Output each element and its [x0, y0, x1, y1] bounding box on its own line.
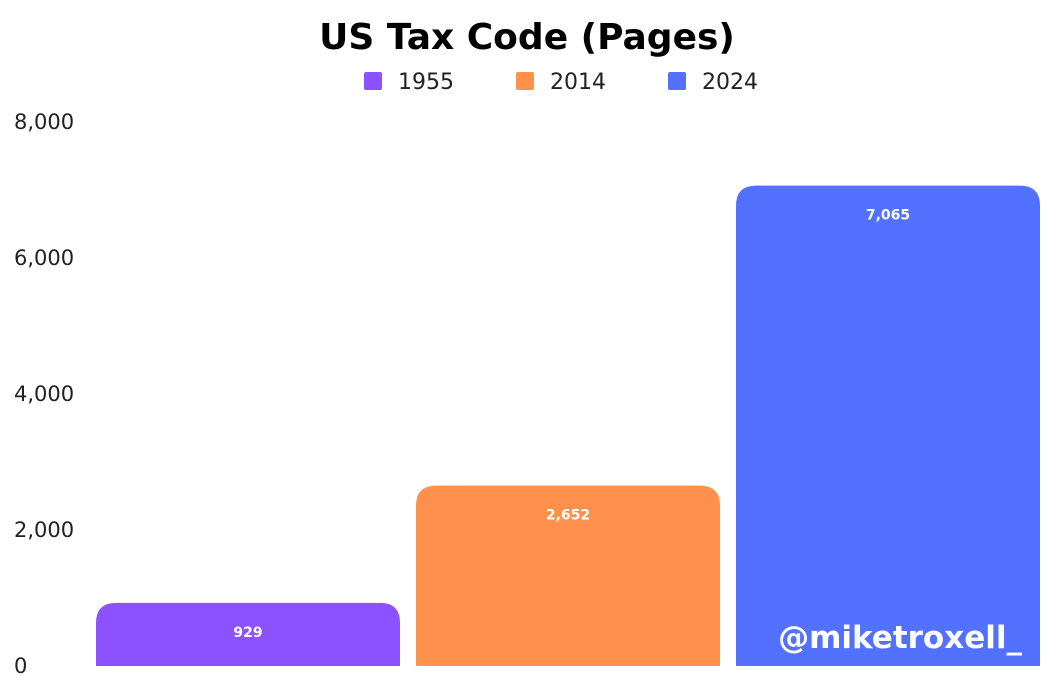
data-label-1955: 929 — [233, 625, 262, 641]
data-label-2024: 7,065 — [866, 208, 910, 224]
bar-2024 — [736, 185, 1040, 666]
legend-item-1955: 1955 — [364, 70, 454, 95]
legend-swatch — [516, 72, 534, 90]
y-tick-label: 8,000 — [14, 110, 74, 134]
legend-label: 2024 — [702, 70, 758, 95]
chart-title: US Tax Code (Pages) — [319, 17, 735, 58]
bars — [96, 185, 1040, 666]
y-axis: 0 2,000 4,000 6,000 8,000 — [14, 110, 74, 678]
y-tick-label: 6,000 — [14, 246, 74, 270]
bar-2014 — [416, 485, 720, 666]
bar-1955 — [96, 602, 400, 666]
y-tick-label: 4,000 — [14, 382, 74, 406]
legend-label: 1955 — [398, 70, 454, 95]
legend-item-2014: 2014 — [516, 70, 606, 95]
y-tick-label: 2,000 — [14, 518, 74, 542]
data-label-2014: 2,652 — [546, 508, 590, 524]
legend-item-2024: 2024 — [668, 70, 758, 95]
legend-label: 2014 — [550, 70, 606, 95]
watermark-handle: @miketroxell_ — [778, 620, 1022, 656]
legend-swatch — [668, 72, 686, 90]
y-tick-label: 0 — [14, 654, 27, 678]
legend: 1955 2014 2024 — [364, 70, 758, 95]
data-labels: 929 2,652 7,065 — [233, 208, 910, 641]
legend-swatch — [364, 72, 382, 90]
